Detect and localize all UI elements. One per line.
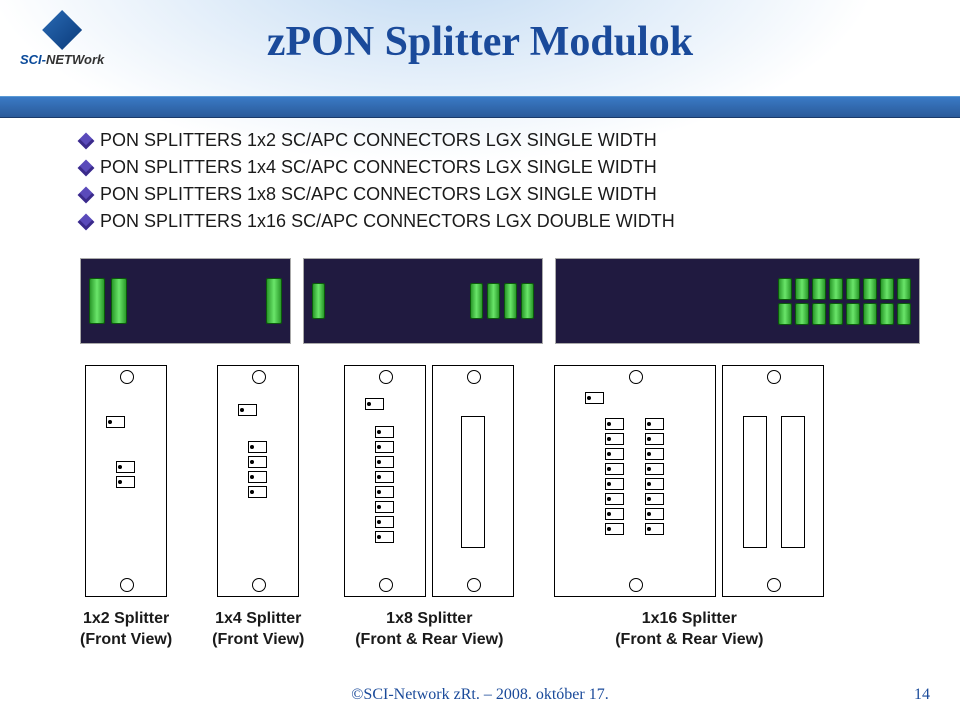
slide-title: zPON Splitter Modulok [0,18,960,66]
bullet-diamond-icon [78,213,95,230]
splitter-photo-1x2 [80,258,291,344]
connector-icon [470,283,483,319]
diagram-label: 1x2 Splitter (Front View) [80,609,172,651]
screw-icon [629,578,643,592]
rear-panel-double [722,365,824,597]
connector-icon [89,278,105,324]
diagram-label: 1x4 Splitter (Front View) [212,609,304,651]
diagram-1x8: 1x8 Splitter (Front & Rear View) [344,365,514,651]
bullet-diamond-icon [78,186,95,203]
screw-icon [379,578,393,592]
screw-icon [252,370,266,384]
list-item: PON SPLITTERS 1x8 SC/APC CONNECTORS LGX … [80,184,920,205]
screw-icon [379,370,393,384]
connector-icon [312,283,325,319]
port-icon [248,456,267,468]
screw-icon [120,578,134,592]
splitter-photo-1x16 [555,258,920,344]
port-icon [116,461,135,473]
bullet-text: PON SPLITTERS 1x16 SC/APC CONNECTORS LGX… [100,211,675,232]
front-panel-double [554,365,716,597]
front-panel [85,365,167,597]
diagram-label: 1x16 Splitter (Front & Rear View) [615,609,763,651]
list-item: PON SPLITTERS 1x2 SC/APC CONNECTORS LGX … [80,130,920,151]
header-bar [0,96,960,118]
screw-icon [467,370,481,384]
port-icon [365,398,384,410]
screw-icon [467,578,481,592]
front-panel [217,365,299,597]
diagram-1x2: 1x2 Splitter (Front View) [80,365,172,651]
port-icon [248,486,267,498]
bullet-diamond-icon [78,159,95,176]
screw-icon [767,578,781,592]
list-item: PON SPLITTERS 1x4 SC/APC CONNECTORS LGX … [80,157,920,178]
diagram-1x16: 1x16 Splitter (Front & Rear View) [554,365,824,651]
screw-icon [252,578,266,592]
list-item: PON SPLITTERS 1x16 SC/APC CONNECTORS LGX… [80,211,920,232]
connector-icon [504,283,517,319]
port-icon [585,392,604,404]
port-icon [248,441,267,453]
bullet-diamond-icon [78,132,95,149]
connector-icon [111,278,127,324]
photo-row [80,258,920,344]
diagram-label: 1x8 Splitter (Front & Rear View) [355,609,503,651]
page-number: 14 [914,686,930,704]
connector-icon [487,283,500,319]
port-icon [116,476,135,488]
port-icon [248,471,267,483]
diagram-row: 1x2 Splitter (Front View) 1x4 Splitter (… [80,365,920,651]
connector-grid [778,278,911,325]
front-panel [344,365,426,597]
screw-icon [767,370,781,384]
screw-icon [120,370,134,384]
connector-icon [266,278,282,324]
connector-icon [521,283,534,319]
diagram-1x4: 1x4 Splitter (Front View) [212,365,304,651]
port-icon [238,404,257,416]
bullet-text: PON SPLITTERS 1x2 SC/APC CONNECTORS LGX … [100,130,657,151]
bullet-text: PON SPLITTERS 1x4 SC/APC CONNECTORS LGX … [100,157,657,178]
footer-text: ©SCI-Network zRt. – 2008. október 17. [0,686,960,704]
bullet-text: PON SPLITTERS 1x8 SC/APC CONNECTORS LGX … [100,184,657,205]
screw-icon [629,370,643,384]
bullet-list: PON SPLITTERS 1x2 SC/APC CONNECTORS LGX … [80,130,920,238]
rear-panel [432,365,514,597]
port-icon [106,416,125,428]
splitter-photo-1x4 [303,258,543,344]
